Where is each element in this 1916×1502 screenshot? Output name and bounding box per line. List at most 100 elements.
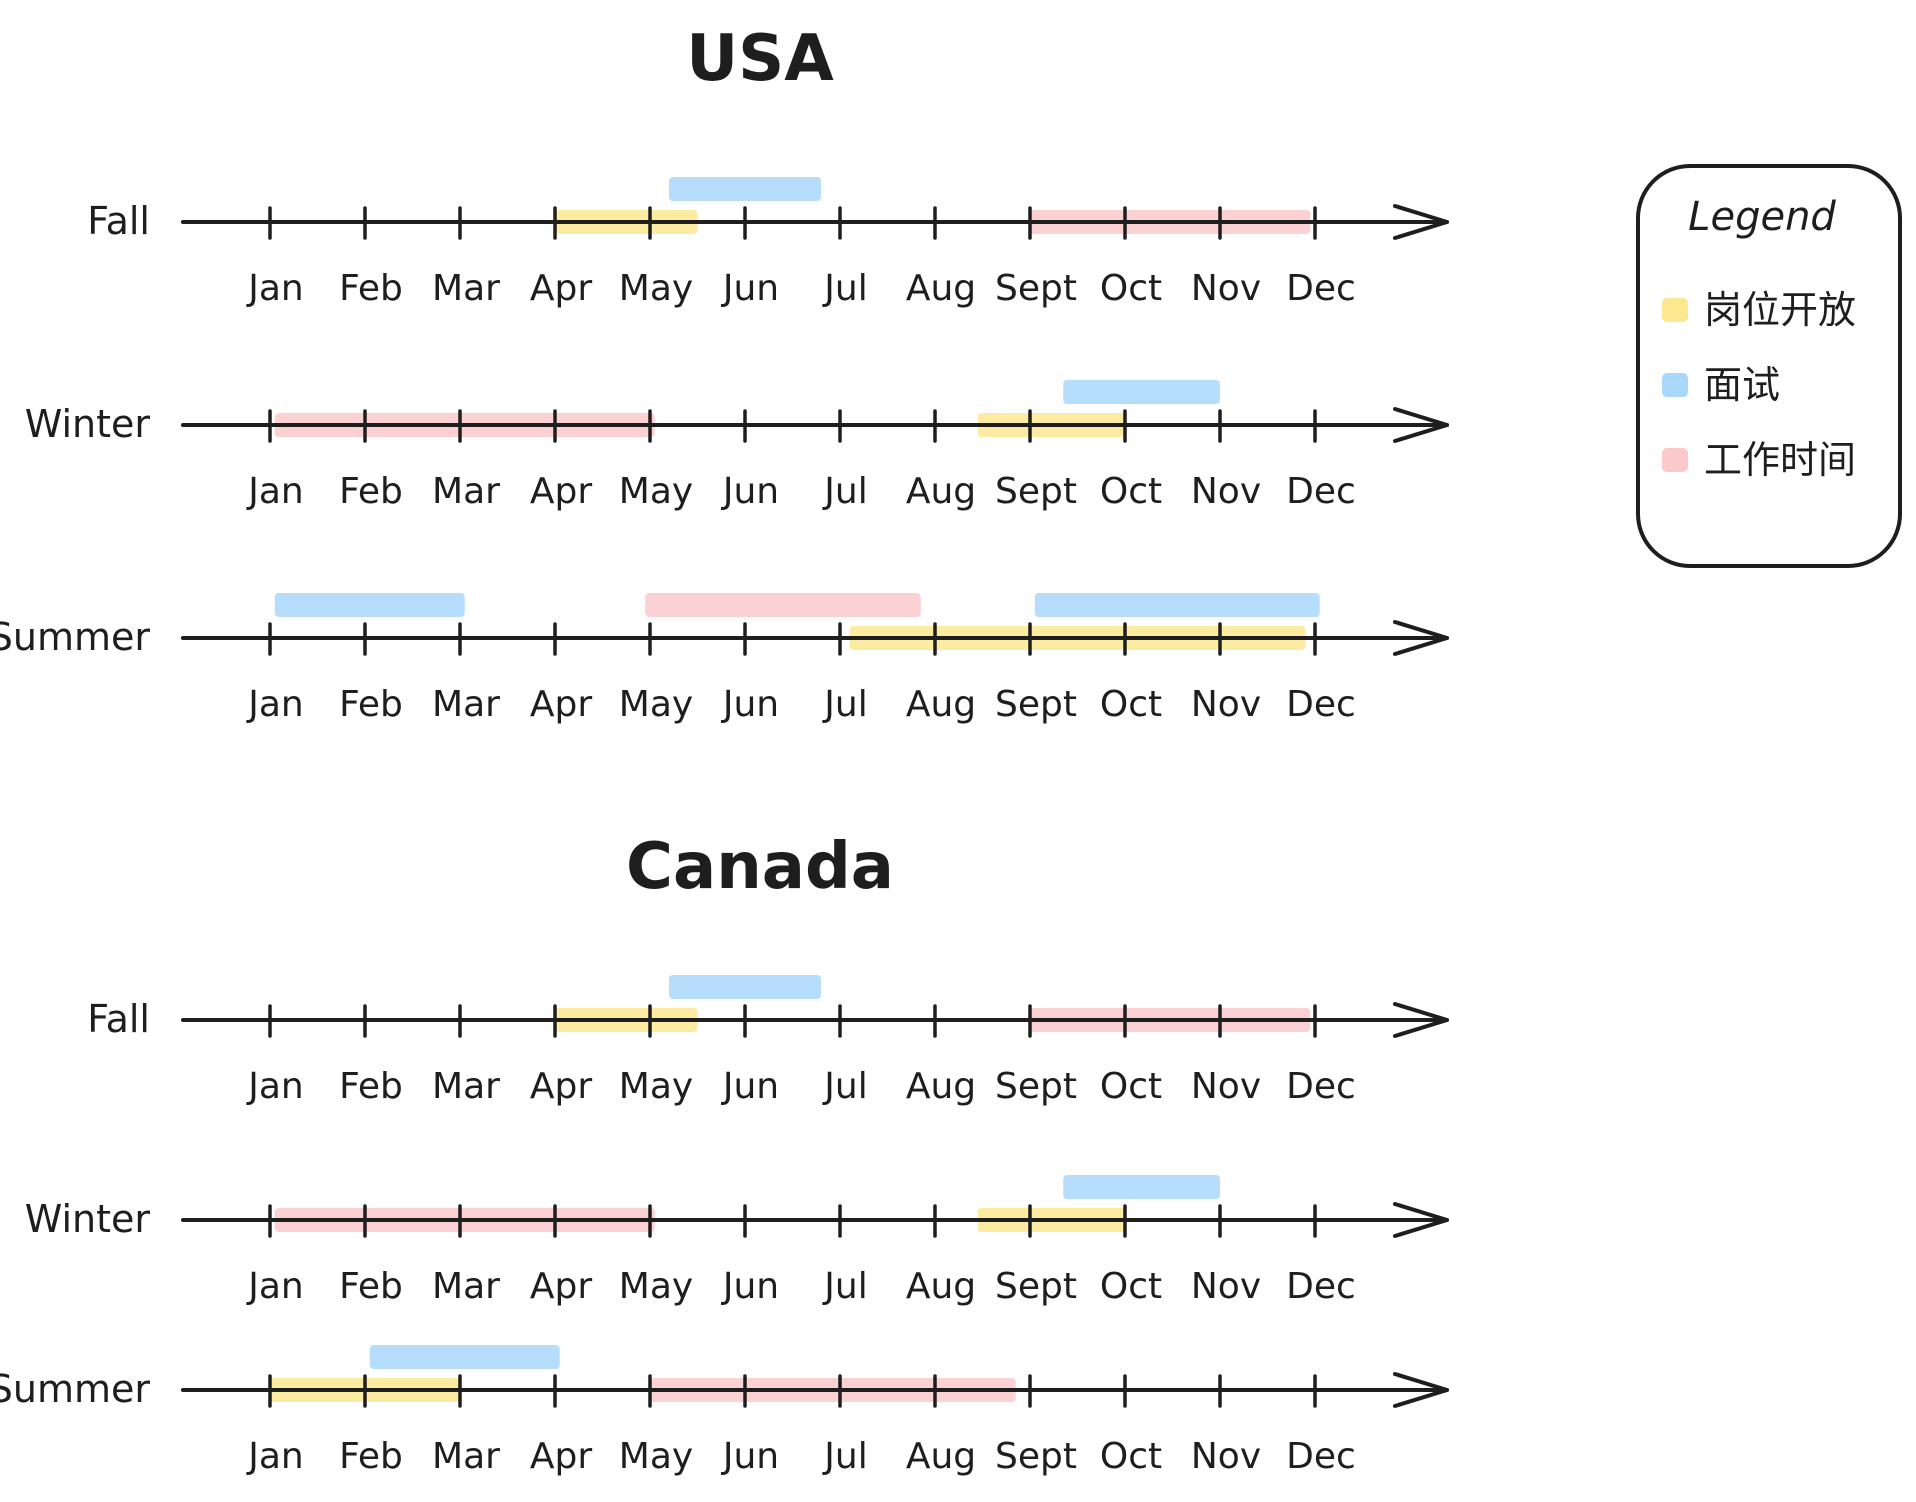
legend-swatch-open: [1662, 298, 1688, 322]
month-label: Apr: [530, 1066, 592, 1107]
month-label: Jan: [246, 684, 304, 725]
bar-interview: [1063, 1175, 1220, 1199]
month-label: Oct: [1100, 1436, 1162, 1477]
legend-title: Legend: [1688, 194, 1836, 240]
timeline-row-fall: Jan Feb Mar Apr May Jun Jul Aug Sept Oct Nov Dec Fal…: [87, 975, 1449, 1107]
month-label: Aug: [906, 1436, 976, 1477]
month-label: Oct: [1100, 1066, 1162, 1107]
arrow-head-icon: [1393, 1002, 1449, 1038]
month-label: Dec: [1286, 1066, 1356, 1107]
month-label: Jul: [822, 471, 867, 512]
section-canada: Canada Jan Feb Mar Apr May Jun Jul Aug Sept Oct Nov…: [0, 830, 1449, 1477]
row-label: Fall: [87, 997, 150, 1041]
month-label: May: [619, 1266, 693, 1307]
month-label: May: [619, 1436, 693, 1477]
month-label: May: [619, 268, 693, 309]
month-label: Mar: [432, 1266, 500, 1307]
bar-interview: [274, 593, 465, 617]
month-label: May: [619, 1066, 693, 1107]
month-label: Mar: [432, 1436, 500, 1477]
month-label: Sept: [995, 1436, 1077, 1477]
bar-interview: [669, 975, 821, 999]
month-label: Dec: [1286, 684, 1356, 725]
month-label: Nov: [1191, 471, 1261, 512]
month-label: Jun: [721, 268, 779, 309]
month-label: Sept: [995, 471, 1077, 512]
month-label: Nov: [1191, 1266, 1261, 1307]
legend-label-interview: 面试: [1704, 363, 1780, 407]
legend-label-open: 岗位开放: [1704, 288, 1856, 332]
month-label: Jan: [246, 1436, 304, 1477]
arrow-head-icon: [1393, 1372, 1449, 1408]
month-label: Aug: [906, 471, 976, 512]
row-label: Summer: [0, 615, 150, 659]
bar-work: [645, 593, 921, 617]
month-label: May: [619, 684, 693, 725]
month-label: Jul: [822, 1436, 867, 1477]
timeline-row-summer: Jan Feb Mar Apr May Jun Jul Aug Sept Oct Nov Dec Sum…: [0, 593, 1449, 725]
month-label: Oct: [1100, 684, 1162, 725]
month-label: Aug: [906, 1266, 976, 1307]
month-label: Feb: [339, 268, 403, 309]
month-label: Jan: [246, 1266, 304, 1307]
section-usa: USA Jan Feb Mar Apr May Jun Jul Aug Sept Oct Nov Dec…: [0, 22, 1449, 725]
section-title: USA: [686, 22, 834, 96]
legend-label-work: 工作时间: [1704, 438, 1856, 482]
month-label: Oct: [1100, 1266, 1162, 1307]
arrow-head-icon: [1393, 620, 1449, 656]
month-label: Nov: [1191, 1436, 1261, 1477]
month-label: Dec: [1286, 1266, 1356, 1307]
month-label: Feb: [339, 1266, 403, 1307]
month-label: Dec: [1286, 1436, 1356, 1477]
month-label: Jun: [721, 684, 779, 725]
month-label: Mar: [432, 471, 500, 512]
month-label: Jul: [822, 268, 867, 309]
month-label: Jul: [822, 1066, 867, 1107]
legend-box: [1636, 164, 1902, 568]
month-label: Feb: [339, 1436, 403, 1477]
month-label: Dec: [1286, 471, 1356, 512]
month-label: Jun: [721, 1266, 779, 1307]
month-label: May: [619, 471, 693, 512]
month-label: Mar: [432, 268, 500, 309]
legend-swatch-work: [1662, 448, 1688, 472]
timeline-row-winter: Jan Feb Mar Apr May Jun Jul Aug Sept Oct Nov Dec Win…: [25, 380, 1449, 512]
sections-layer: USA Jan Feb Mar Apr May Jun Jul Aug Sept Oct Nov Dec…: [0, 22, 1449, 1477]
month-label: Jul: [822, 684, 867, 725]
timeline-row-fall: Jan Feb Mar Apr May Jun Jul Aug Sept Oct Nov Dec Fal…: [87, 177, 1449, 309]
month-label: Jan: [246, 1066, 304, 1107]
bar-interview: [1063, 380, 1220, 404]
month-label: Sept: [995, 684, 1077, 725]
month-label: Aug: [906, 684, 976, 725]
month-label: Mar: [432, 684, 500, 725]
month-label: Jan: [246, 268, 304, 309]
month-label: Aug: [906, 268, 976, 309]
month-label: Nov: [1191, 1066, 1261, 1107]
row-label: Fall: [87, 199, 150, 243]
arrow-head-icon: [1393, 1202, 1449, 1238]
month-label: Oct: [1100, 268, 1162, 309]
month-label: Jun: [721, 1436, 779, 1477]
month-label: Feb: [339, 1066, 403, 1107]
month-label: Jan: [246, 471, 304, 512]
month-label: Sept: [995, 268, 1077, 309]
row-label: Summer: [0, 1367, 150, 1411]
bar-interview: [669, 177, 821, 201]
month-label: Feb: [339, 471, 403, 512]
arrow-head-icon: [1393, 407, 1449, 443]
bar-interview: [1034, 593, 1320, 617]
legend-swatch-interview: [1662, 373, 1688, 397]
month-label: Apr: [530, 684, 592, 725]
month-label: Mar: [432, 1066, 500, 1107]
arrow-head-icon: [1393, 204, 1449, 240]
month-label: Jun: [721, 471, 779, 512]
timeline-row-summer: Jan Feb Mar Apr May Jun Jul Aug Sept Oct Nov Dec Sum…: [0, 1345, 1449, 1477]
row-label: Winter: [25, 1197, 151, 1241]
month-label: Apr: [530, 1266, 592, 1307]
month-label: Nov: [1191, 268, 1261, 309]
month-label: Oct: [1100, 471, 1162, 512]
row-label: Winter: [25, 402, 151, 446]
month-label: Apr: [530, 471, 592, 512]
